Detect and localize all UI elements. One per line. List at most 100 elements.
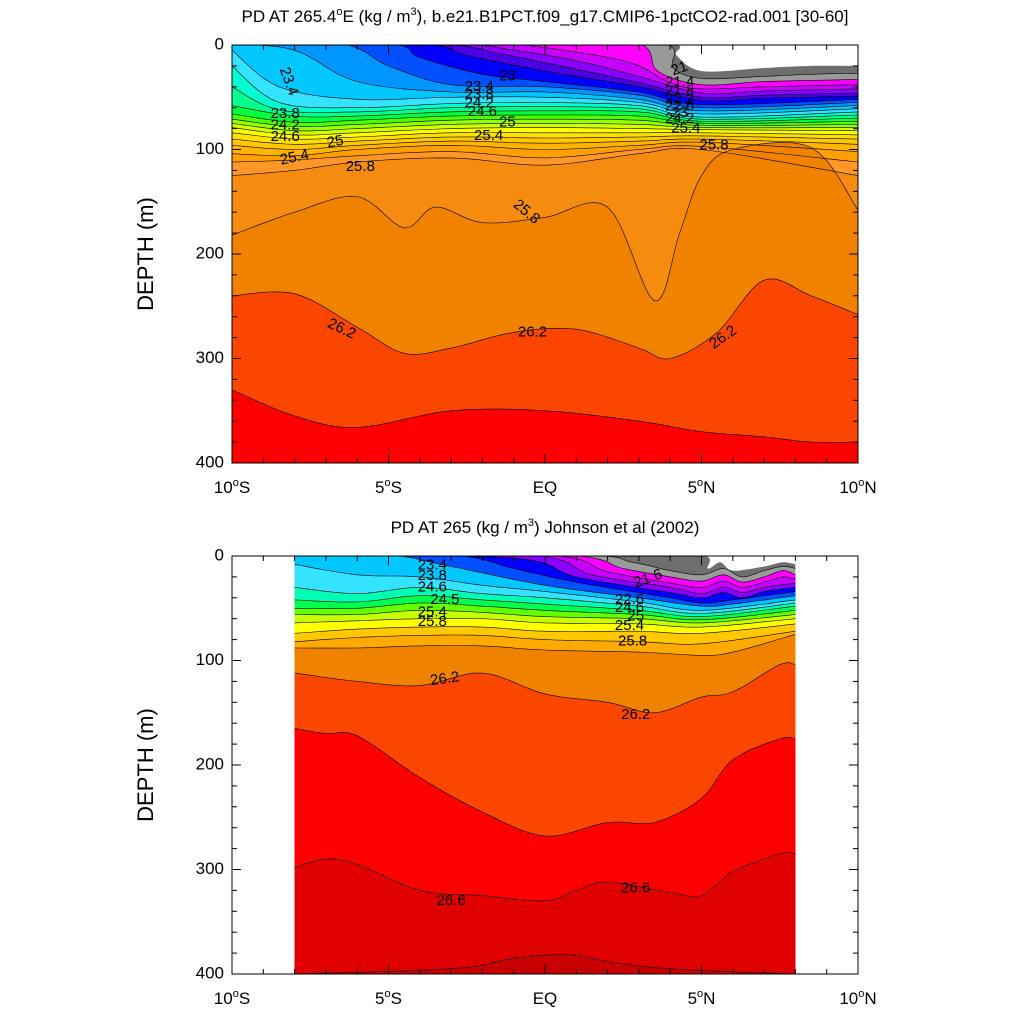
contour-line-26-2 bbox=[232, 389, 858, 443]
contour-label: 23.8 bbox=[418, 567, 447, 584]
x-tick-label: 5oS bbox=[375, 477, 402, 497]
contour-line-23-2 bbox=[232, 65, 858, 118]
axis-ticks bbox=[231, 44, 859, 464]
contour-label: 25 bbox=[326, 132, 345, 152]
contour-line-23-4 bbox=[232, 86, 858, 120]
contour-line-24-4 bbox=[232, 127, 858, 136]
y-tick-label: 200 bbox=[196, 243, 224, 262]
y-tick-label: 200 bbox=[196, 754, 224, 773]
contour-label: 25.4 bbox=[474, 127, 503, 144]
x-tick-label: 10oS bbox=[214, 477, 250, 497]
contour-line-23 bbox=[232, 49, 858, 115]
contour-label: 25.4 bbox=[671, 120, 700, 137]
contour-label: 25.8 bbox=[418, 613, 447, 630]
contour-line-24-8 bbox=[232, 135, 858, 145]
contour-label: 24.2 bbox=[271, 116, 300, 133]
contour-label: 23.8 bbox=[271, 105, 300, 122]
x-tick-label: 5oS bbox=[375, 988, 402, 1008]
chart-title: PD AT 265 (kg / m3) Johnson et al (2002) bbox=[391, 517, 700, 537]
contour-line-24 bbox=[232, 118, 858, 127]
x-tick-label: 5oN bbox=[688, 988, 716, 1008]
x-tick-label: EQ bbox=[533, 478, 558, 497]
contour-line-24-2 bbox=[232, 123, 858, 132]
contour-line-21-8 bbox=[472, 45, 858, 95]
contour-label: 25.4 bbox=[615, 617, 644, 634]
contour-label: 26.2 bbox=[518, 323, 547, 340]
contour-label: 24.5 bbox=[430, 591, 459, 608]
contour-line-23-8 bbox=[294, 595, 796, 617]
contour-label: 25.8 bbox=[346, 158, 375, 175]
contour-fills bbox=[294, 556, 796, 974]
contour-label: 21.4 bbox=[665, 74, 694, 91]
contour-label: 26.2 bbox=[621, 706, 650, 723]
contour-line-23-8 bbox=[232, 113, 858, 124]
contour-fill-26-6 bbox=[294, 852, 796, 974]
contour-label: 25.8 bbox=[618, 633, 647, 650]
contour-line-21-8 bbox=[536, 556, 796, 594]
contour-line-25-8 bbox=[232, 142, 858, 302]
contour-line-21-2 bbox=[666, 45, 858, 80]
contour-line-26-6 bbox=[294, 852, 796, 902]
contour-label: 23.4 bbox=[418, 556, 447, 573]
contour-label: 25.8 bbox=[699, 136, 728, 153]
contour-line-25-4 bbox=[294, 623, 796, 634]
contour-fills bbox=[232, 45, 858, 463]
contour-label: 26.6 bbox=[621, 879, 650, 896]
contour-label: 24.6 bbox=[271, 128, 300, 145]
y-tick-label: 300 bbox=[196, 859, 224, 878]
contour-label: 22.6 bbox=[615, 591, 644, 608]
contour-label: 21.8 bbox=[665, 82, 694, 99]
contour-label: 26.6 bbox=[436, 892, 465, 909]
contour-label: 23 bbox=[671, 104, 688, 121]
contour-line-22 bbox=[449, 45, 858, 99]
contour-label: 24.2 bbox=[665, 110, 694, 127]
contour-line-21-2 bbox=[597, 556, 796, 578]
contour-line-26-4 bbox=[294, 728, 796, 837]
contour-label: 26.2 bbox=[429, 668, 460, 689]
contour-line-22-2 bbox=[459, 556, 796, 604]
contour-line-25 bbox=[294, 618, 796, 628]
contour-line-26 bbox=[232, 278, 858, 360]
x-tick-label: 10oN bbox=[839, 477, 876, 497]
y-tick-label: 100 bbox=[196, 139, 224, 158]
contour-label: 25 bbox=[627, 608, 644, 625]
y-tick-label: 0 bbox=[215, 34, 224, 53]
contour-label: 24.2 bbox=[465, 94, 494, 111]
contour-line-23 bbox=[294, 564, 796, 611]
contour-line-24-2 bbox=[294, 602, 796, 621]
contour-line-25-4 bbox=[232, 145, 858, 163]
y-tick-label: 300 bbox=[196, 348, 224, 367]
y-axis-label: DEPTH (m) bbox=[133, 708, 158, 822]
contour-label: 22.6 bbox=[665, 98, 694, 115]
contour-fill-26 bbox=[232, 278, 858, 463]
contour-line-22-8 bbox=[250, 45, 858, 112]
contour-label: 23 bbox=[499, 67, 516, 84]
contour-label: 24.6 bbox=[468, 103, 497, 120]
contour-line-21-6 bbox=[554, 556, 796, 588]
contour-fill-26-2 bbox=[232, 389, 858, 463]
contour-line-22-6 bbox=[345, 45, 858, 109]
x-tick-label: 10oS bbox=[214, 988, 250, 1008]
y-axis-label: DEPTH (m) bbox=[133, 197, 158, 311]
contour-label: 25.4 bbox=[278, 146, 310, 169]
contour-lines bbox=[232, 45, 858, 463]
panel-2: 23.423.824.624.525.425.821.622.624.62525… bbox=[133, 517, 877, 1008]
contour-label: 24.6 bbox=[418, 578, 447, 595]
contour-line-26 bbox=[294, 634, 796, 656]
contour-label: 21 bbox=[669, 58, 690, 80]
contour-line-21-4 bbox=[640, 45, 858, 86]
contour-label: 23.4 bbox=[465, 78, 494, 95]
contour-line-26-8 bbox=[294, 954, 796, 974]
contour-line-25-6 bbox=[232, 147, 858, 176]
axis-ticks bbox=[231, 555, 859, 975]
y-tick-label: 100 bbox=[196, 650, 224, 669]
y-tick-label: 0 bbox=[215, 545, 224, 564]
x-tick-label: 10oN bbox=[839, 988, 876, 1008]
contour-line-24-6 bbox=[294, 610, 796, 624]
contour-line-21-4 bbox=[573, 556, 796, 583]
x-tick-label: EQ bbox=[533, 989, 558, 1008]
contour-label: 22.2 bbox=[665, 90, 694, 107]
contour-line-23-4 bbox=[294, 587, 796, 614]
